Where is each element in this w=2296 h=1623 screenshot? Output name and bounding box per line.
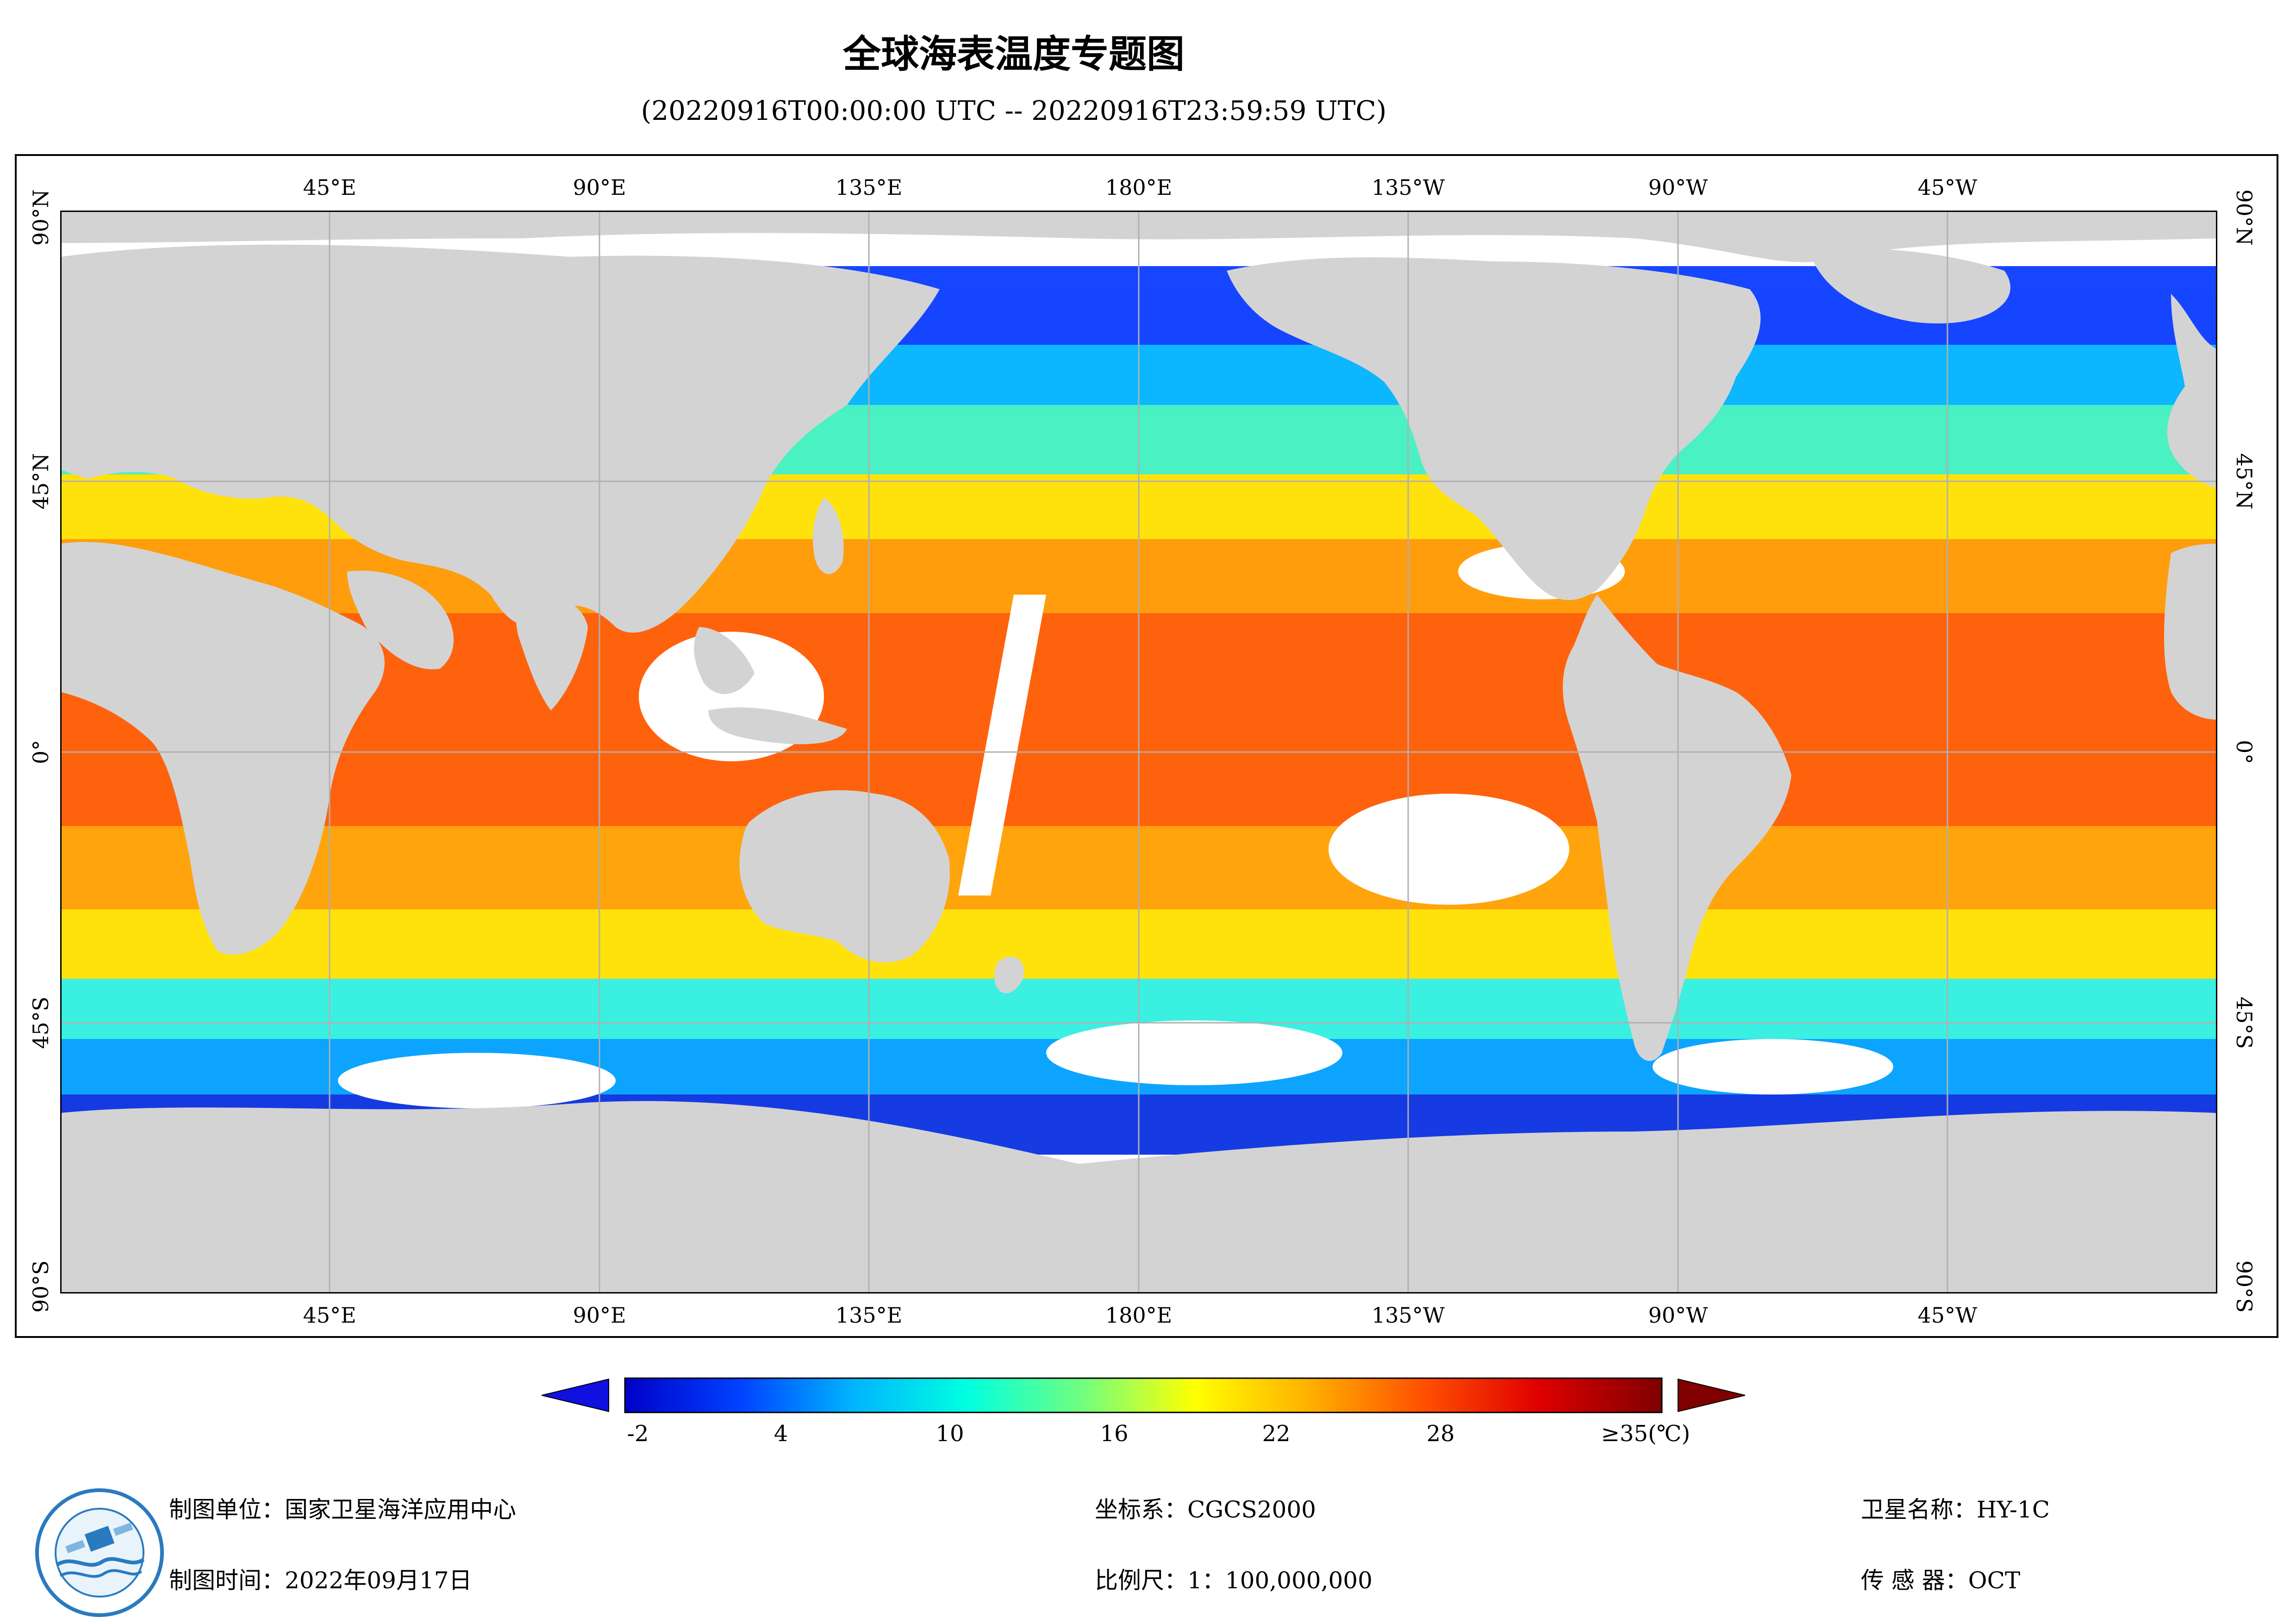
map-subtitle: (20220916T00:00:00 UTC -- 20220916T23:59…: [641, 95, 1387, 126]
lon-tick-bottom: 45°E: [303, 1303, 356, 1328]
lat-tick-left: 45°S: [28, 996, 53, 1049]
mapping-unit: 制图单位：国家卫星海洋应用中心: [169, 1496, 516, 1523]
colorbar-max-arrow: [1678, 1378, 1745, 1412]
colorbar-label: 10: [936, 1421, 964, 1447]
colorbar-label: ≥35(℃): [1601, 1421, 1691, 1447]
lon-tick-top: 45°W: [1917, 175, 1978, 200]
colorbar-label: 22: [1262, 1421, 1291, 1447]
lat-tick-left: 45°N: [28, 453, 53, 510]
lon-tick-top: 90°E: [573, 175, 626, 200]
map-frame: [15, 154, 2278, 1338]
lon-tick-bottom: 90°E: [573, 1303, 626, 1328]
satellite-name: 卫星名称：HY-1C: [1861, 1496, 2050, 1523]
map-title: 全球海表温度专题图: [842, 32, 1185, 76]
nsoas-logo-icon: [35, 1488, 164, 1617]
lat-tick-right: 45°S: [2232, 996, 2257, 1049]
colorbar-min-arrow: [542, 1378, 609, 1412]
sst-map: [60, 211, 2217, 1293]
lat-tick-right: 90°N: [2232, 189, 2257, 246]
colorbar-label: -2: [627, 1421, 649, 1447]
lat-tick-left: 90°S: [28, 1260, 53, 1313]
lat-tick-left: 90°N: [28, 189, 53, 246]
colorbar-ramp: [624, 1377, 1663, 1413]
lon-tick-top: 90°W: [1648, 175, 1708, 200]
mapping-time: 制图时间：2022年09月17日: [169, 1567, 472, 1594]
lat-tick-left: 0°: [28, 740, 53, 765]
sensor-name: 传 感 器：OCT: [1861, 1567, 2021, 1594]
colorbar-label: 4: [774, 1421, 788, 1447]
graticule: [60, 211, 2217, 1293]
sst-map-canvas: [60, 211, 2217, 1293]
lon-tick-top: 135°W: [1371, 175, 1445, 200]
lon-tick-bottom: 135°E: [835, 1303, 903, 1328]
sst-colorbar: [542, 1377, 1745, 1413]
lon-tick-bottom: 45°W: [1917, 1303, 1978, 1328]
lon-tick-top: 180°E: [1105, 175, 1173, 200]
lat-tick-right: 90°S: [2232, 1260, 2257, 1313]
lon-tick-top: 45°E: [303, 175, 356, 200]
map-scale: 比例尺：1：100,000,000: [1095, 1567, 1373, 1594]
lon-tick-bottom: 180°E: [1105, 1303, 1173, 1328]
lon-tick-bottom: 90°W: [1648, 1303, 1708, 1328]
colorbar-label: 16: [1100, 1421, 1129, 1447]
coordinate-system: 坐标系：CGCS2000: [1095, 1496, 1316, 1523]
lon-tick-top: 135°E: [835, 175, 903, 200]
lat-tick-right: 0°: [2232, 740, 2257, 765]
map-border: [60, 211, 2217, 1293]
lon-tick-bottom: 135°W: [1371, 1303, 1445, 1328]
lat-tick-right: 45°N: [2232, 453, 2257, 510]
colorbar-label: 28: [1426, 1421, 1455, 1447]
